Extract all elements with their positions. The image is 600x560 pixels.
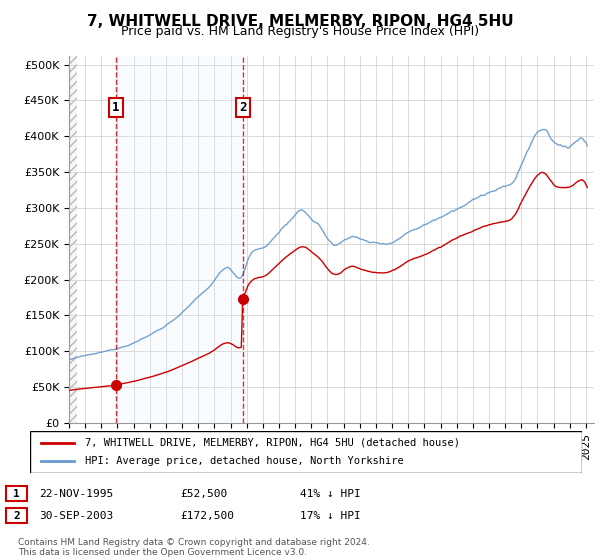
Text: 7, WHITWELL DRIVE, MELMERBY, RIPON, HG4 5HU (detached house): 7, WHITWELL DRIVE, MELMERBY, RIPON, HG4 …: [85, 438, 460, 448]
Text: 2: 2: [13, 511, 20, 521]
Text: HPI: Average price, detached house, North Yorkshire: HPI: Average price, detached house, Nort…: [85, 456, 404, 466]
Text: Price paid vs. HM Land Registry's House Price Index (HPI): Price paid vs. HM Land Registry's House …: [121, 25, 479, 38]
Bar: [116, 56, 242, 423]
Text: 30-SEP-2003: 30-SEP-2003: [39, 511, 113, 521]
Text: Contains HM Land Registry data © Crown copyright and database right 2024.
This d: Contains HM Land Registry data © Crown c…: [18, 538, 370, 557]
Bar: [69, 56, 77, 423]
Text: 7, WHITWELL DRIVE, MELMERBY, RIPON, HG4 5HU: 7, WHITWELL DRIVE, MELMERBY, RIPON, HG4 …: [86, 14, 514, 29]
Text: 22-NOV-1995: 22-NOV-1995: [39, 489, 113, 499]
Text: £52,500: £52,500: [180, 489, 227, 499]
Text: £172,500: £172,500: [180, 511, 234, 521]
FancyBboxPatch shape: [30, 431, 582, 473]
Text: 2: 2: [239, 101, 247, 114]
Text: 17% ↓ HPI: 17% ↓ HPI: [300, 511, 361, 521]
Text: 1: 1: [112, 101, 119, 114]
Text: 41% ↓ HPI: 41% ↓ HPI: [300, 489, 361, 499]
Text: 1: 1: [13, 489, 20, 499]
